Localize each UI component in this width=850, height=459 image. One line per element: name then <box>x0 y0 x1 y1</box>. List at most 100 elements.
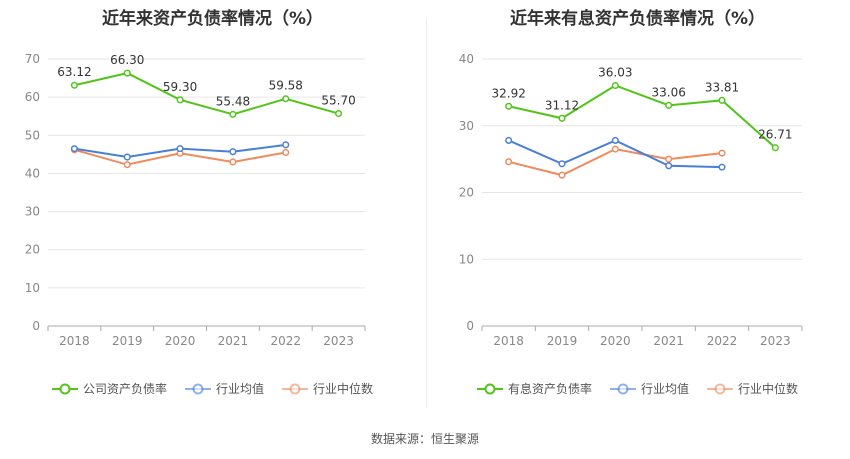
chart-legend: 有息资产负债率 行业均值 行业中位数 <box>425 380 850 397</box>
data-label: 66.30 <box>110 53 144 67</box>
legend-label: 行业中位数 <box>738 382 799 396</box>
legend-swatch-icon <box>51 383 78 394</box>
data-label: 55.70 <box>321 94 355 108</box>
x-tick-label: 2020 <box>600 334 631 348</box>
data-point <box>505 158 513 166</box>
x-tick-label: 2023 <box>760 334 791 348</box>
legend-item[interactable]: 行业中位数 <box>282 380 373 397</box>
legend-item[interactable]: 行业均值 <box>609 380 689 397</box>
legend-item[interactable]: 行业中位数 <box>707 380 798 397</box>
x-tick-label: 2018 <box>493 334 524 348</box>
legend-swatch-marker <box>59 383 71 394</box>
data-point <box>70 81 78 89</box>
data-label: 59.30 <box>163 80 197 94</box>
data-label: 63.12 <box>57 65 91 79</box>
panel-divider <box>426 18 427 408</box>
legend-swatch-marker <box>484 383 496 394</box>
data-point <box>665 162 673 170</box>
data-point <box>771 144 779 152</box>
data-point <box>718 163 726 171</box>
data-point <box>70 145 78 153</box>
x-tick-label: 2019 <box>547 334 578 348</box>
x-tick-label: 2021 <box>653 334 684 348</box>
y-tick-label: 10 <box>25 281 40 295</box>
data-point <box>282 141 290 149</box>
legend-swatch-marker <box>714 383 726 394</box>
x-tick-label: 2022 <box>270 334 301 348</box>
x-tick-label: 2020 <box>165 334 196 348</box>
y-tick-label: 50 <box>25 128 40 142</box>
chart-canvas: 0 10 20 30 40 2018 2019 2020 2021 2022 2023 32.92 31… <box>459 52 803 348</box>
data-point <box>335 109 343 118</box>
x-tick-label: 2023 <box>323 334 354 348</box>
legend-swatch-icon <box>609 383 636 394</box>
legend-item[interactable]: 行业均值 <box>184 380 264 397</box>
data-label: 33.06 <box>651 85 685 99</box>
x-tick-label: 2022 <box>707 334 738 348</box>
x-tick-label: 2021 <box>218 334 249 348</box>
y-tick-label: 0 <box>466 319 474 333</box>
data-point <box>558 171 566 179</box>
data-label: 32.92 <box>491 86 525 100</box>
legend-swatch-icon <box>184 383 211 394</box>
data-point <box>611 136 619 144</box>
data-point <box>176 145 184 153</box>
legend-swatch-marker <box>617 383 629 394</box>
legend-label: 公司资产负债率 <box>82 382 167 396</box>
data-label: 55.48 <box>216 94 250 108</box>
series-line-1 <box>508 139 723 169</box>
data-point <box>229 110 237 118</box>
chart-canvas: 0 10 20 30 40 50 60 70 2018 2019 2020 2021 2022 2023 6… <box>25 52 366 348</box>
data-label: 26.71 <box>758 128 792 142</box>
data-point <box>176 96 184 104</box>
y-tick-label: 20 <box>25 243 40 257</box>
legend-swatch-icon <box>282 383 308 394</box>
y-tick-label: 30 <box>459 119 474 133</box>
y-tick-label: 40 <box>459 52 474 66</box>
data-point <box>558 114 566 122</box>
series-line-2 <box>508 148 723 177</box>
data-point <box>611 81 619 90</box>
data-point <box>665 155 673 163</box>
legend-swatch-icon <box>707 383 733 394</box>
data-label: 33.81 <box>705 80 739 94</box>
series-line-0 <box>74 72 339 116</box>
y-tick-label: 30 <box>25 205 40 219</box>
legend-item[interactable]: 公司资产负债率 <box>51 380 167 397</box>
data-point <box>229 158 237 166</box>
y-tick-label: 0 <box>32 319 40 333</box>
legend-swatch-icon <box>476 383 503 394</box>
chart-title: 近年来有息资产负债率情况（%） <box>509 9 766 29</box>
series-line-0 <box>508 84 776 149</box>
legend-swatch-marker <box>192 383 204 394</box>
x-tick-label: 2018 <box>59 334 90 348</box>
data-point <box>123 69 131 77</box>
data-point <box>229 148 237 156</box>
debt-ratio-chart-panel: 近年来资产负债率情况（%） 0 10 20 30 40 50 60 70 2018 2019 202… <box>0 0 425 420</box>
data-point <box>718 96 726 104</box>
data-point <box>718 149 726 157</box>
data-point <box>123 153 131 161</box>
legend-item[interactable]: 有息资产负债率 <box>476 380 592 397</box>
x-tick-label: 2019 <box>112 334 143 348</box>
legend-label: 有息资产负债率 <box>507 382 592 396</box>
data-point <box>282 148 290 156</box>
data-point <box>558 160 566 168</box>
chart-title: 近年来资产负债率情况（%） <box>101 9 324 29</box>
data-point <box>505 102 513 110</box>
data-point <box>123 161 131 169</box>
y-tick-label: 60 <box>25 90 40 104</box>
data-point <box>505 136 513 144</box>
legend-swatch-marker <box>289 383 301 394</box>
y-tick-label: 10 <box>459 252 474 266</box>
y-tick-label: 70 <box>25 52 40 66</box>
data-point <box>665 101 673 109</box>
chart-legend: 公司资产负债率 行业均值 行业中位数 <box>0 380 425 397</box>
data-point <box>282 95 290 103</box>
data-label: 36.03 <box>598 65 632 79</box>
data-label: 31.12 <box>545 98 579 112</box>
data-label: 59.58 <box>269 79 303 93</box>
data-source-note: 数据来源：恒生聚源 <box>370 432 479 446</box>
legend-label: 行业中位数 <box>313 382 374 396</box>
y-tick-label: 40 <box>25 166 40 180</box>
